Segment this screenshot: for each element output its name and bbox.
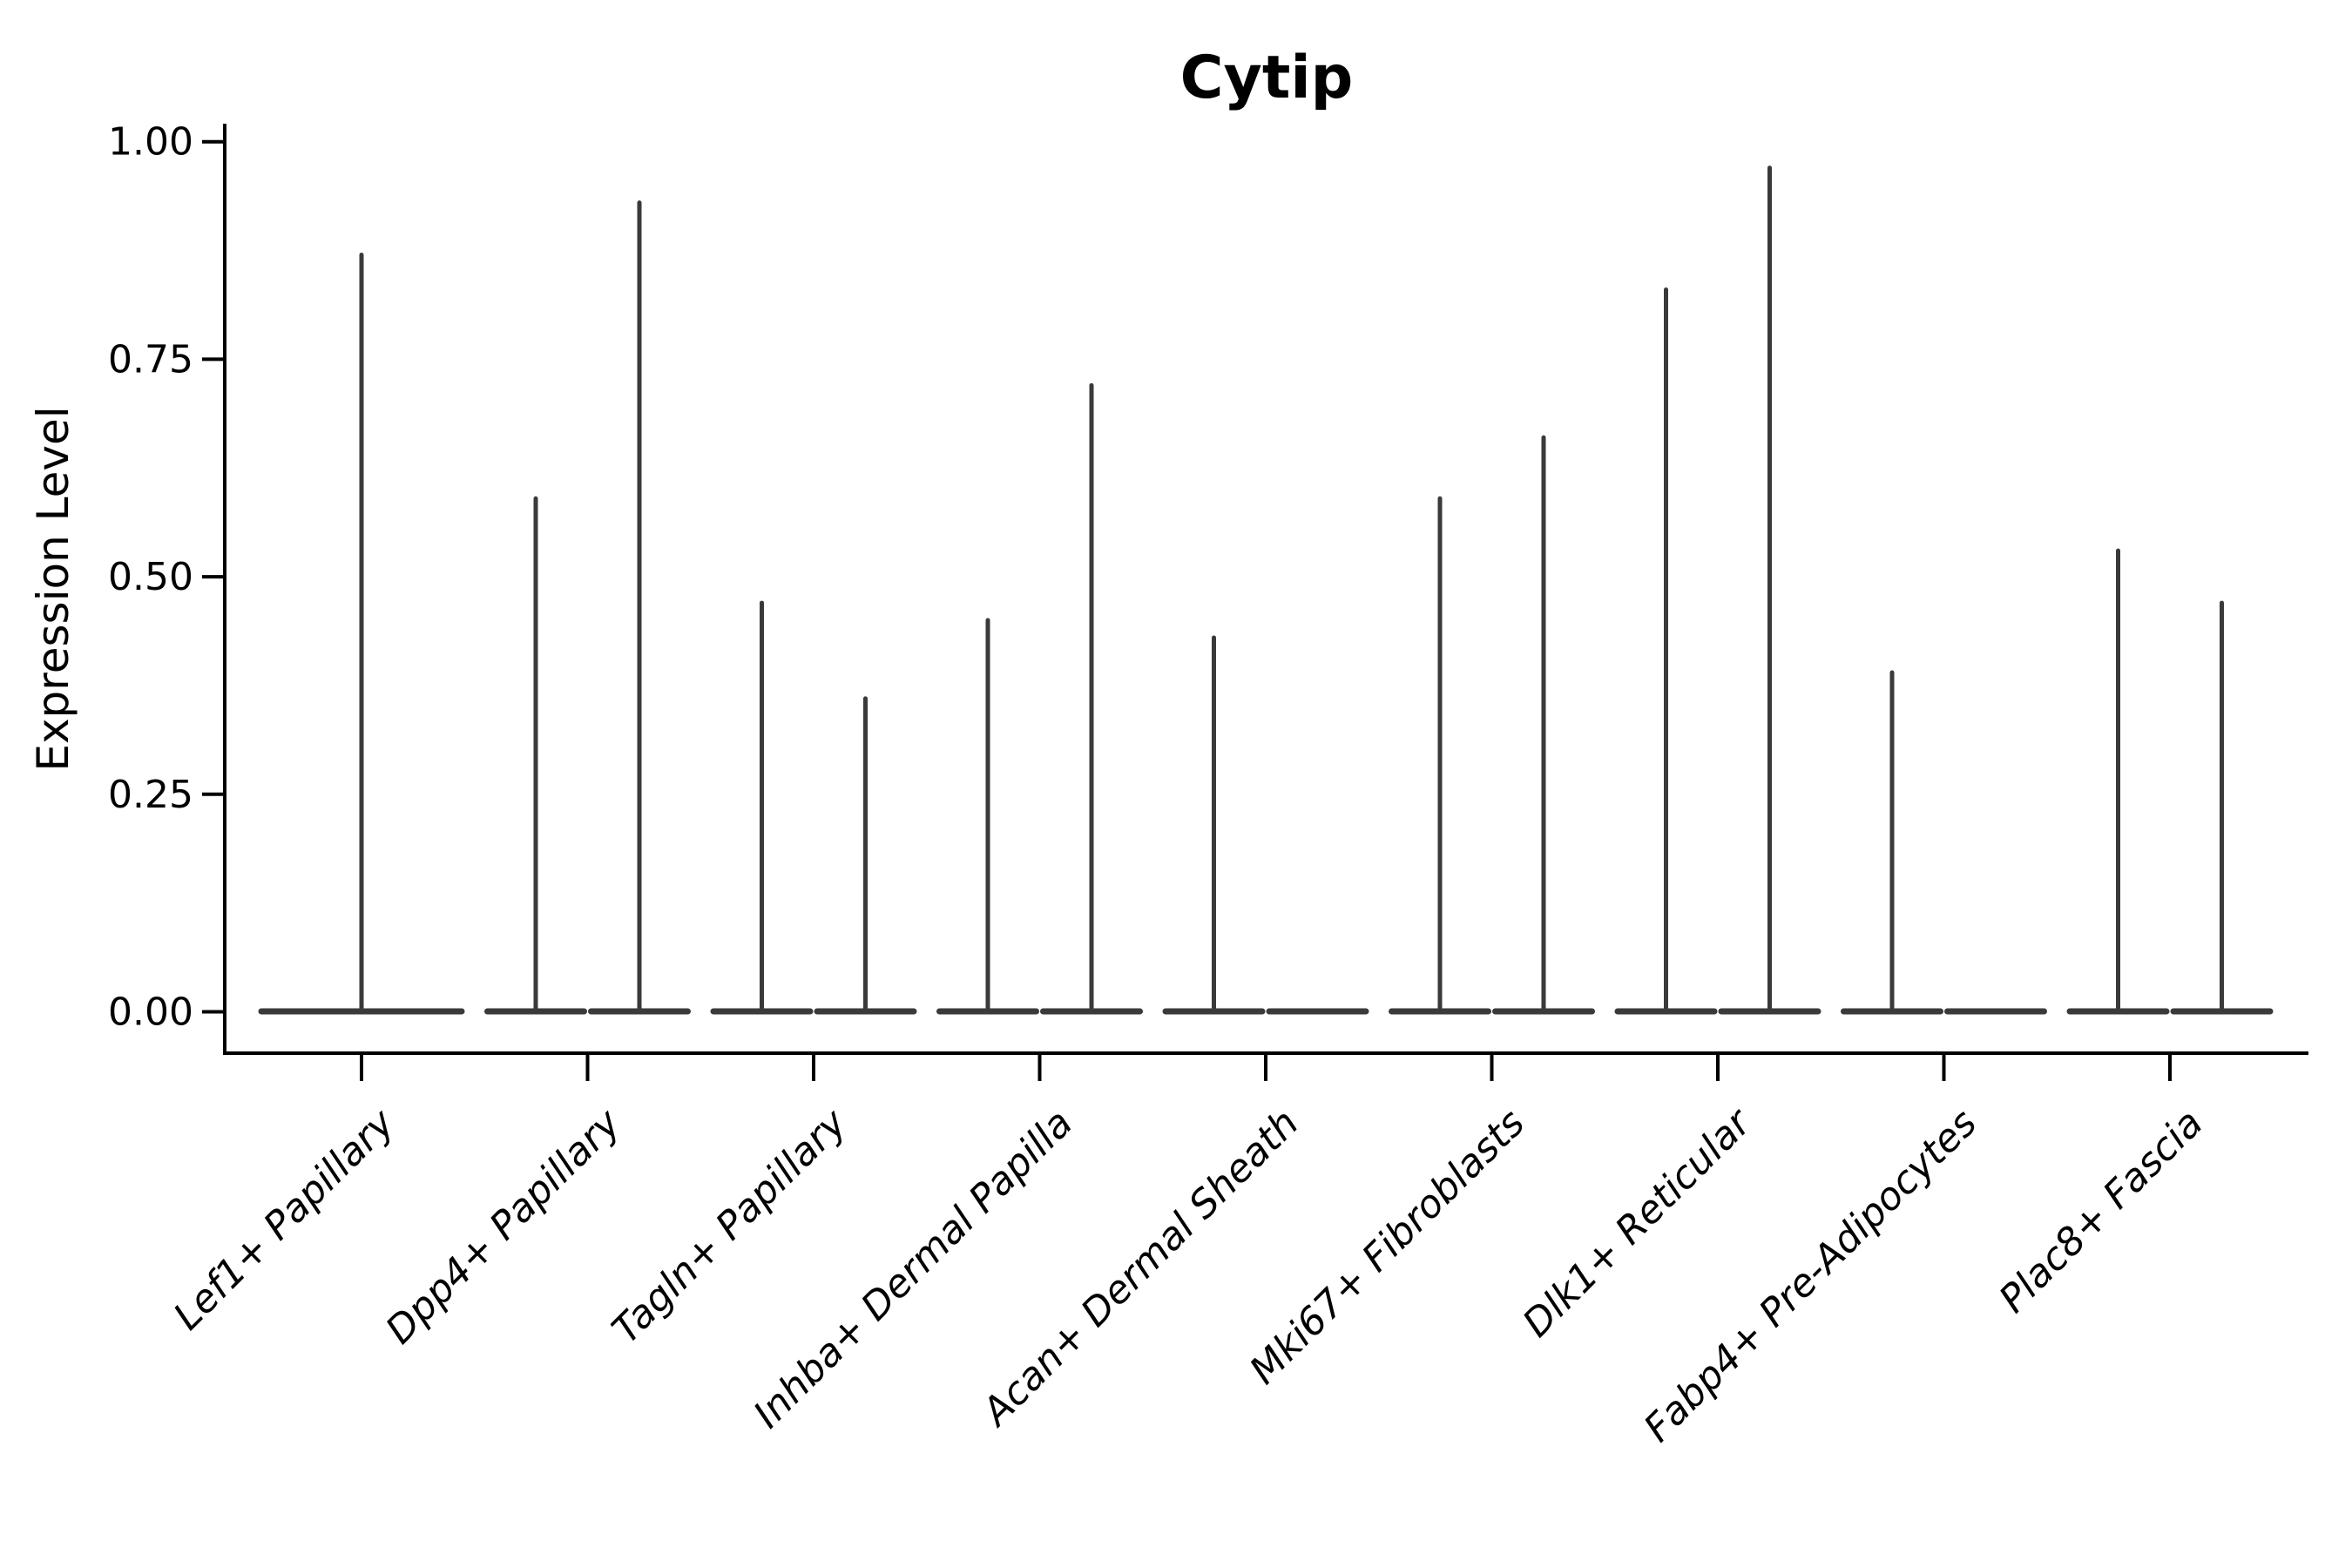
y-ticks: 0.00 0.25 0.50 0.75 1.00: [108, 120, 223, 1035]
x-tick-label: Tagln+ Papillary: [604, 1100, 855, 1352]
y-axis-label: Expression Level: [28, 406, 78, 771]
y-tick-label: 1.00: [108, 120, 193, 165]
x-tick-label: Lef1+ Papillary: [166, 1100, 404, 1339]
y-tick-label: 0.00: [108, 990, 193, 1035]
y-tick-label: 0.75: [108, 337, 193, 382]
x-tick-label: Dlk1+ Reticular: [1514, 1099, 1761, 1346]
x-tick-label: Plac8+ Fascia: [1990, 1101, 2211, 1321]
y-tick-label: 0.25: [108, 773, 193, 817]
chart-title: Cytip: [1180, 44, 1354, 112]
axes-layer: [223, 124, 2308, 1055]
violins-layer: [258, 166, 2274, 1015]
y-tick-label: 0.50: [108, 555, 193, 599]
x-tick-label: Dpp4+ Papillary: [377, 1100, 630, 1353]
